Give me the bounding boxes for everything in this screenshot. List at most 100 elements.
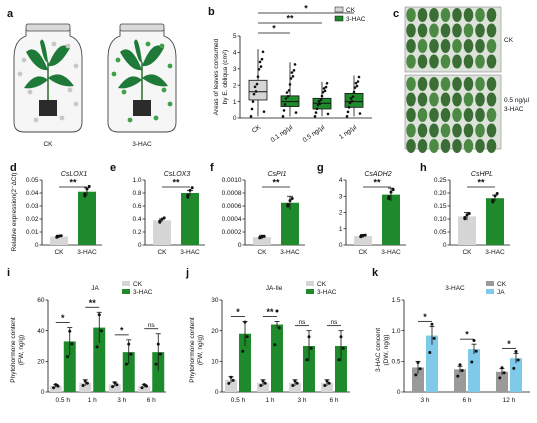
panel-i-tick-label: 60 [37, 297, 45, 304]
panel-i-point [144, 384, 148, 388]
leaf-photo-3hac-leaf [463, 108, 474, 122]
panel-f-gene-title: CsPI1 [267, 171, 286, 178]
leaf-photo-3hac-leaf [429, 123, 439, 138]
panel-d-tick-label: 0.02 [26, 216, 39, 223]
leaf-photo-ck-leaf [406, 54, 416, 69]
panel-b-point [314, 111, 318, 114]
jar-ck [13, 23, 83, 133]
panel-b-point [262, 110, 266, 113]
panel-e-point [160, 217, 164, 221]
panel-f-xtick: CK [257, 249, 267, 256]
panel-g-tick-label: 2 [339, 210, 343, 217]
panel-k-xtick: 6 h [462, 397, 471, 404]
leaf-photo-3hac-leaf [440, 123, 451, 138]
panel-k-point [456, 374, 460, 378]
panel-j-tick-label: 20 [211, 328, 219, 335]
panel-j-bar [271, 324, 283, 392]
panel-i-point [158, 352, 162, 356]
panel-b-point [284, 97, 288, 100]
leaf-photo-3hac-leaf [452, 108, 462, 122]
leaf-photo-ck-leaf [463, 8, 474, 22]
panel-j-bar [289, 382, 301, 392]
panel-i-point [95, 345, 99, 349]
leaf-photo-ck-leaf [475, 23, 485, 38]
panel-e-tick-label: 0.2 [132, 229, 141, 236]
panel-b-point [318, 102, 322, 105]
leaf-photo-3hac-leaf [406, 123, 416, 138]
panel-b-point [358, 112, 362, 115]
panel-k-point [458, 363, 462, 367]
panel-k-point [472, 338, 476, 342]
panel-b-point [324, 85, 328, 89]
panel-j-point [277, 326, 281, 330]
panel-j-point [227, 381, 231, 385]
leaf-photo-3hac-leaf [406, 77, 416, 91]
panel-j-bar [335, 346, 347, 392]
leaf-photo-ck-leaf [429, 8, 439, 22]
panel-k-xtick: 12 h [503, 397, 516, 404]
panel-e-tick-label: 0.4 [132, 216, 141, 223]
panel-j-point [337, 358, 341, 362]
panel-i-legend-swatch-1 [122, 281, 130, 286]
leaf-photo-ck-leaf [406, 39, 416, 53]
panel-d-tick-label: 0.03 [26, 203, 39, 210]
panel-j-legend-swatch-2 [306, 289, 314, 294]
panel-f-tick-label: 0.0004 [222, 216, 242, 223]
panel-g-point [387, 195, 391, 199]
panel-k-tick-label: 1.5 [391, 297, 400, 304]
panel-b-point [292, 69, 296, 72]
panel-j-tick-label: 30 [211, 297, 219, 304]
panel-h-point [495, 192, 499, 196]
panel-b-legend-swatch-3hac [334, 15, 344, 22]
panel-k-point [460, 368, 464, 372]
panel-d-bar [50, 236, 68, 245]
leaf-photo-ck-leaf [429, 39, 439, 53]
leaf-photo-ck-leaf [463, 23, 474, 38]
leaf-photo-3hac-leaf [440, 77, 451, 91]
jar-3hac-soil-pot [133, 100, 151, 116]
leaf-photo-ck-leaf [417, 23, 428, 38]
leaf-photo-3hac-leaf [475, 77, 485, 91]
panel-k-legend-2: JA [497, 289, 505, 296]
panel-k-group-sig: * [423, 312, 427, 322]
panel-j-point [275, 309, 279, 313]
panel-g-tick-label: 1 [339, 226, 343, 233]
leaf-photo-ck-leaf [475, 54, 485, 69]
panel-b-xtick: 0.1 ng/µl [270, 124, 295, 144]
panel-f-tick-label: 0.0002 [222, 229, 242, 236]
leaf-photo-3hac-leaf [486, 123, 497, 138]
panel-j-point [259, 384, 263, 388]
leaf-photo-label-ck: CK [504, 37, 514, 44]
leaf-photo-ck-leaf [452, 39, 462, 53]
panel-b-sig2-sig: ** [286, 14, 294, 24]
leaf-photo-ck-leaf [440, 54, 451, 69]
panel-h-point [465, 213, 469, 217]
panel-j-xtick: 1 h [265, 397, 274, 404]
leaf-photo-3hac-leaf [486, 92, 497, 107]
panel-j-point [325, 379, 329, 383]
panel-b-ylabel-1: Areas of leaves consumed [213, 38, 220, 115]
leaf-photo-3hac-leaf [417, 123, 428, 138]
panel-d-point [87, 184, 91, 188]
leaf-photo-ck-leaf [406, 23, 416, 38]
panel-b-point [291, 75, 295, 78]
panel-d-tick-label: 0.04 [26, 190, 39, 197]
panel-b-point [345, 115, 349, 118]
panel-k-point [428, 351, 432, 355]
panel-i-xtick: 0.5 h [56, 397, 71, 404]
panel-j-legend-2: 3-HAC [317, 289, 337, 296]
leaf-photo-3hac-leaf [452, 77, 462, 91]
leaf-photo-ck-leaf [452, 54, 462, 69]
panel-b-point [249, 115, 253, 118]
leaf-photo-3hac-leaf [429, 92, 439, 107]
panel-b-point [285, 91, 289, 94]
panel-e-bar [181, 193, 199, 245]
leaf-photo-ck-leaf [417, 54, 428, 69]
panel-j-point [341, 346, 345, 350]
panel-e-point [158, 219, 162, 223]
panel-k-xtick: 3 h [420, 397, 429, 404]
panel-j-point [339, 335, 343, 339]
panel-h-tick-label: 0.10 [434, 216, 447, 223]
panel-k-tick-label: 1.0 [391, 328, 400, 335]
panel-letter-a: a [7, 8, 14, 20]
